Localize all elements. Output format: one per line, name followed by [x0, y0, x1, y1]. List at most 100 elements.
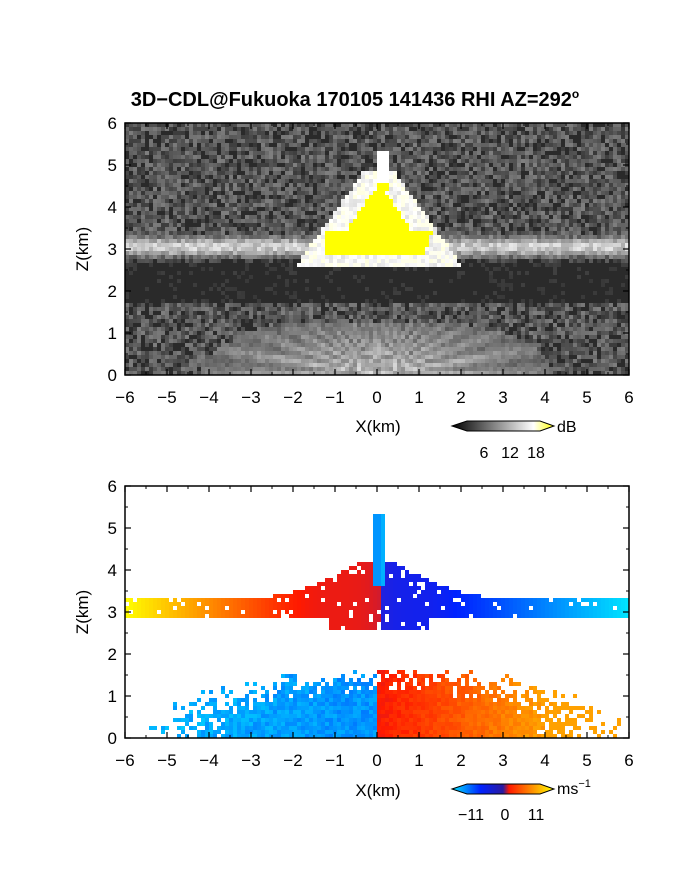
snr-cell [273, 139, 277, 143]
snr-cell [429, 343, 433, 347]
snr-cell [149, 319, 153, 323]
snr-cell [345, 367, 349, 371]
snr-cell [221, 215, 225, 219]
snr-cell [489, 135, 493, 139]
snr-cell [193, 199, 197, 203]
snr-cell [333, 211, 337, 215]
snr-cell [497, 239, 501, 243]
snr-cell [281, 183, 285, 187]
snr-cell [201, 291, 205, 295]
snr-cell [349, 159, 353, 163]
snr-cell [389, 199, 393, 203]
snr-cell [129, 131, 133, 135]
snr-cell [173, 183, 177, 187]
snr-cell [201, 167, 205, 171]
snr-cell [517, 331, 521, 335]
snr-cell [273, 307, 277, 311]
snr-cell [449, 207, 453, 211]
snr-cell [505, 131, 509, 135]
snr-cell [225, 123, 229, 127]
snr-cell [429, 323, 433, 327]
snr-cell [469, 331, 473, 335]
snr-cell [249, 303, 253, 307]
snr-cell [209, 239, 213, 243]
snr-cell [509, 359, 513, 363]
snr-cell [317, 371, 321, 375]
snr-cell [313, 235, 317, 239]
snr-cell [385, 323, 389, 327]
snr-cell [233, 243, 237, 247]
snr-cell [409, 171, 413, 175]
snr-cell [245, 215, 249, 219]
snr-cell [301, 323, 305, 327]
snr-cell [493, 267, 497, 271]
snr-cell [137, 363, 141, 367]
snr-cell [413, 335, 417, 339]
snr-cell [281, 347, 285, 351]
snr-cell [505, 171, 509, 175]
snr-cell [389, 211, 393, 215]
snr-cell [169, 339, 173, 343]
snr-cell [213, 371, 217, 375]
snr-cell [413, 151, 417, 155]
snr-cell [409, 335, 413, 339]
snr-cell [301, 327, 305, 331]
snr-cell [513, 127, 517, 131]
snr-cell [321, 195, 325, 199]
snr-cell [477, 339, 481, 343]
snr-cell [325, 175, 329, 179]
snr-cell [269, 135, 273, 139]
snr-cell [309, 219, 313, 223]
snr-cell [181, 299, 185, 303]
snr-cell [485, 155, 489, 159]
snr-cell [309, 367, 313, 371]
snr-cell [273, 255, 277, 259]
snr-cell [297, 363, 301, 367]
snr-cell [393, 359, 397, 363]
snr-cell [133, 187, 137, 191]
snr-cell [497, 303, 501, 307]
snr-cell [221, 131, 225, 135]
snr-cell [361, 239, 365, 243]
snr-cell [193, 239, 197, 243]
snr-cell [465, 327, 469, 331]
snr-cell [173, 331, 177, 335]
snr-cell [469, 367, 473, 371]
snr-cell [285, 339, 289, 343]
snr-cell [525, 255, 529, 259]
snr-cell [489, 339, 493, 343]
snr-cell [453, 351, 457, 355]
snr-cell [345, 247, 349, 251]
snr-cell [393, 267, 397, 271]
snr-cell [185, 199, 189, 203]
snr-cell [265, 271, 269, 275]
snr-cell [433, 191, 437, 195]
snr-cell [221, 307, 225, 311]
snr-cell [353, 227, 357, 231]
snr-cell [293, 139, 297, 143]
snr-cell [477, 139, 481, 143]
snr-cell [369, 235, 373, 239]
snr-cell [457, 339, 461, 343]
snr-cell [337, 319, 341, 323]
snr-cell [137, 347, 141, 351]
snr-cell [433, 131, 437, 135]
snr-cell [505, 307, 509, 311]
snr-cell [381, 335, 385, 339]
snr-cell [437, 335, 441, 339]
snr-cell [509, 215, 513, 219]
snr-cell [261, 311, 265, 315]
snr-cell [417, 175, 421, 179]
snr-cell [385, 183, 389, 187]
snr-cell [357, 199, 361, 203]
snr-cell [321, 159, 325, 163]
snr-cell [365, 211, 369, 215]
snr-cell [169, 231, 173, 235]
snr-cell [173, 287, 177, 291]
snr-cell [217, 255, 221, 259]
snr-cell [465, 359, 469, 363]
snr-cell [145, 223, 149, 227]
snr-cell [161, 163, 165, 167]
snr-cell [189, 251, 193, 255]
snr-cell [485, 159, 489, 163]
